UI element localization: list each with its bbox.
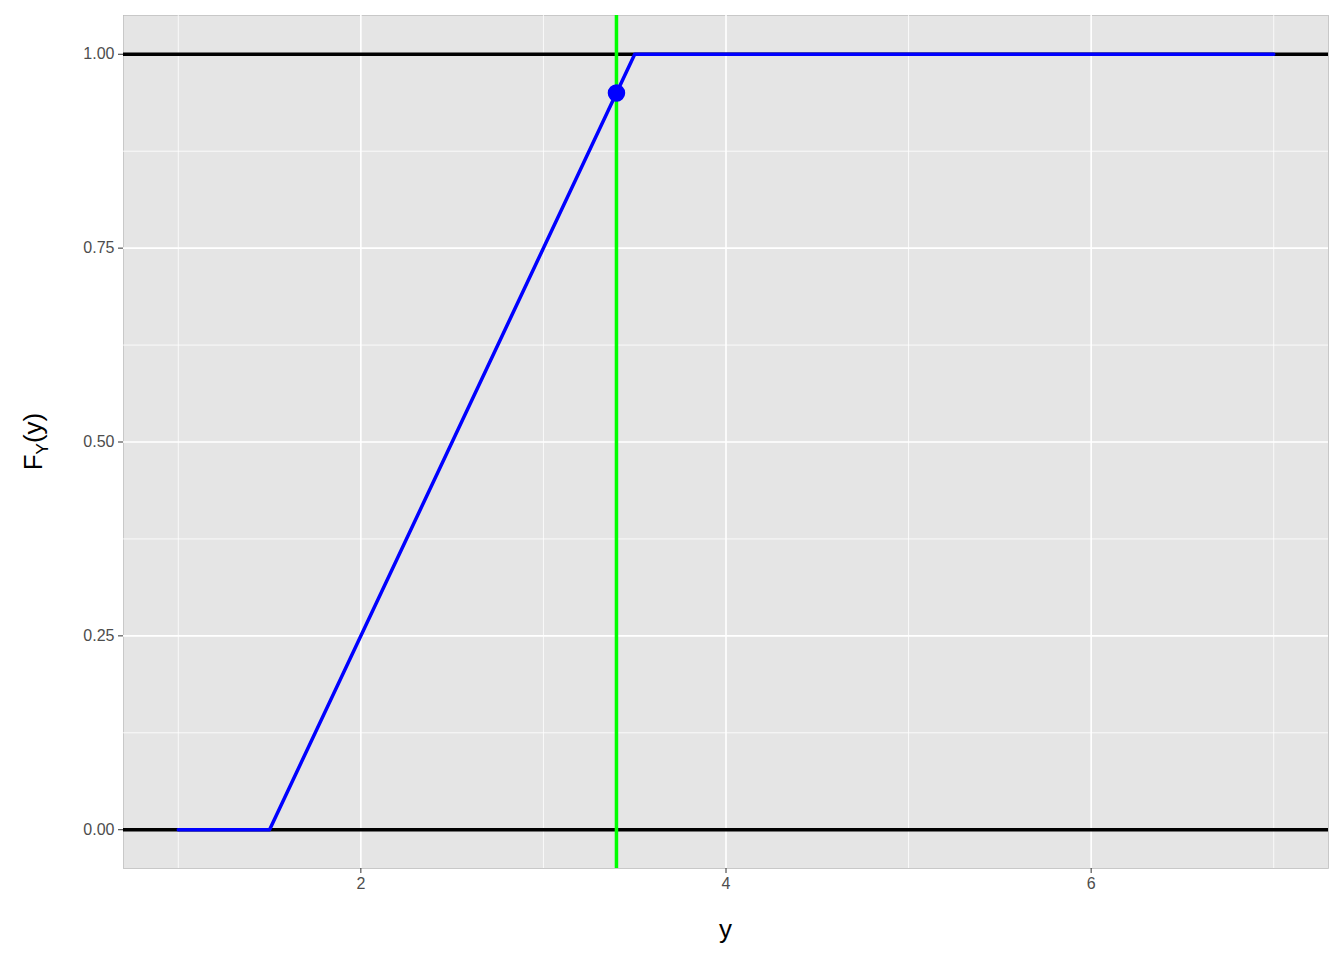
svg-text:FY(y): FY(y) [18,413,52,471]
svg-text:y: y [719,914,732,944]
svg-text:4: 4 [722,875,731,892]
svg-text:0.75: 0.75 [83,239,114,256]
svg-text:0.00: 0.00 [83,821,114,838]
svg-text:6: 6 [1087,875,1096,892]
svg-text:2: 2 [356,875,365,892]
svg-text:0.50: 0.50 [83,433,114,450]
svg-text:0.25: 0.25 [83,627,114,644]
svg-text:1.00: 1.00 [83,45,114,62]
